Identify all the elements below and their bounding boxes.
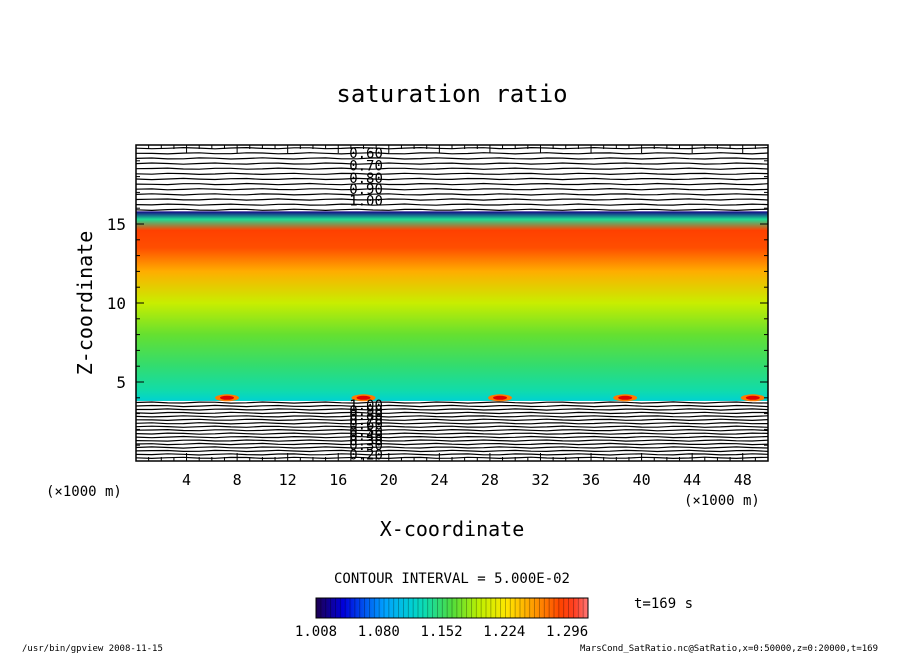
contour-line [136,408,768,411]
contour-label: 1.00 [349,398,383,414]
y-unit-label: (×1000 m) [684,493,760,509]
x-tick-label: 28 [481,471,499,489]
contour-line [136,203,768,206]
contour-line [136,422,768,425]
contour-label: 0.90 [349,182,383,198]
contour-line [136,415,768,418]
y-axis-ticks: 5 10 15 [107,160,768,446]
contour-line [136,439,768,442]
contour-line [136,442,768,446]
time-text: t=169 s [634,596,693,612]
contour-line [136,432,768,435]
hot-spot-inner [356,395,371,400]
contour-line [136,198,768,201]
contour-interval-text: CONTOUR INTERVAL = 5.000E-02 [334,571,570,587]
colorbar-stripes [320,598,584,618]
contour-line [136,193,768,196]
contour-line [136,418,768,422]
contour-line [136,172,768,176]
contour-line [136,401,768,404]
y-tick-label: 10 [107,294,126,313]
x-tick-label: 48 [734,471,752,489]
colorbar-label: 1.296 [546,624,588,640]
contour-label: 0.80 [349,171,383,187]
hot-spot-inner [493,395,508,400]
x-tick-label: 20 [380,471,398,489]
hot-spot-inner [618,395,633,400]
hot-spots [215,394,765,402]
contour-line [136,162,768,165]
colorbar-label: 1.152 [420,624,462,640]
colorbar [315,597,589,619]
contour-line [136,177,768,181]
contour-line [136,167,768,170]
x-tick-label: 8 [233,471,242,489]
contour-line [136,182,768,186]
contour-line [136,187,768,191]
contour-label: 0.90 [349,403,383,419]
colorbar-label: 1.080 [358,624,400,640]
x-tick-label: 44 [683,471,701,489]
x-tick-label: 4 [182,471,191,489]
contour-label: 0.70 [349,413,383,429]
contour-label: 0.20 [349,448,383,464]
x-unit-label: (×1000 m) [46,484,122,500]
contour-line [136,411,768,415]
x-tick-label: 40 [633,471,651,489]
contour-label: 0.30 [349,433,383,449]
x-tick-label: 12 [279,471,297,489]
contour-line [136,425,768,428]
contour-line [136,446,768,449]
hot-spot-inner [745,395,760,400]
contour-label: 0.50 [349,424,383,440]
color-field [136,211,768,401]
colorbar-label: 1.008 [295,624,337,640]
x-tick-label: 24 [430,471,448,489]
footer-right: MarsCond_SatRatio.nc@SatRatio,x=0:50000,… [580,644,878,654]
y-axis-label: Z-coordinate [73,231,97,376]
contour-label: 0.40 [349,429,383,445]
contour-label: 0.70 [349,159,383,175]
x-axis-label: X-coordinate [380,517,525,541]
contour-label: 0.30 [349,438,383,454]
hot-spot-inner [220,395,235,400]
chart-title: saturation ratio [336,80,567,108]
contour-label: 1.00 [349,193,383,209]
contour-label: 0.60 [349,418,383,434]
x-axis-ticks: 4 8 12 16 20 24 28 32 36 40 44 48 [148,145,756,489]
footer-left: /usr/bin/gpview 2008-11-15 [22,644,163,654]
plot-area: 0.600.700.800.901.000.200.300.300.400.50… [136,145,768,464]
contour-label: 0.80 [349,408,383,424]
contour-line [136,449,768,453]
x-tick-label: 36 [582,471,600,489]
colorbar-label: 1.224 [483,624,525,640]
contour-line [136,435,768,439]
y-tick-label: 15 [107,215,126,234]
contour-line [136,152,768,155]
contour-line [136,157,768,160]
colorbar-labels: 1.008 1.080 1.152 1.224 1.296 [295,624,588,640]
contour-line [136,404,768,408]
y-tick-label: 5 [116,373,126,392]
x-tick-label: 16 [329,471,347,489]
x-tick-label: 32 [531,471,549,489]
upper-contour-lines [136,146,768,212]
contour-line [136,453,768,456]
contour-line [136,208,768,212]
contour-line [136,428,768,432]
contour-label: 0.60 [349,146,383,162]
contour-labels: 0.600.700.800.901.000.200.300.300.400.50… [349,146,383,464]
